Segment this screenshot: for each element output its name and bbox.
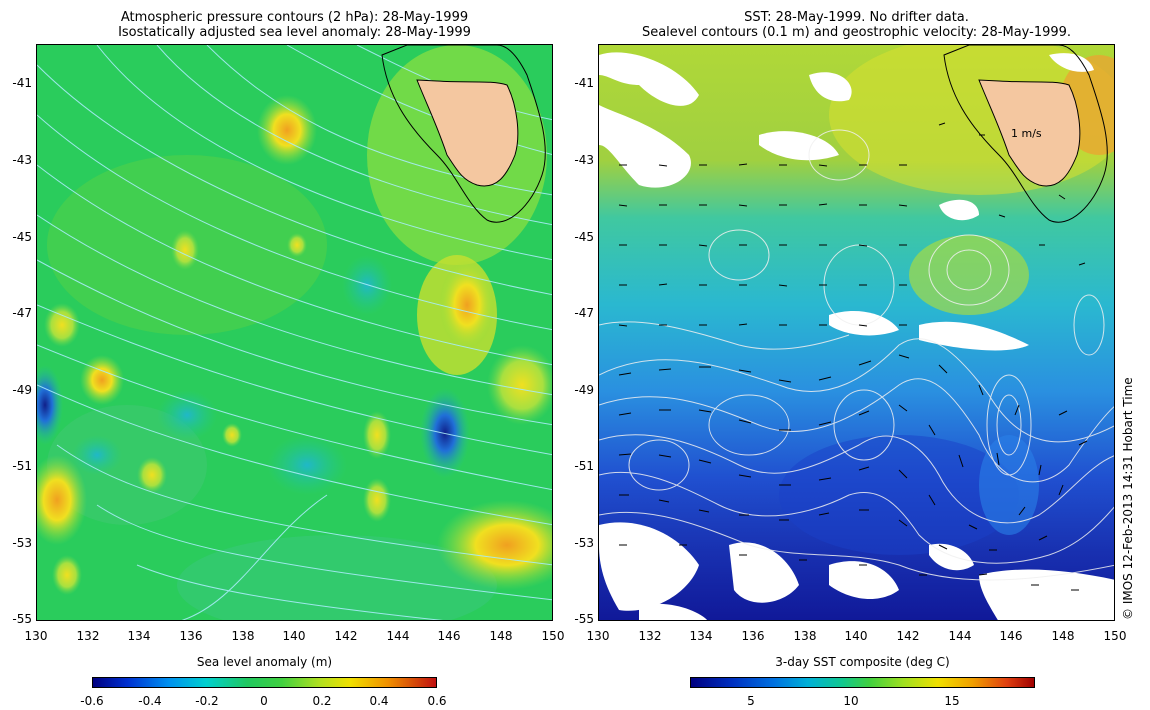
left-x-tick: 144	[386, 629, 410, 643]
right-x-tick: 130	[586, 629, 610, 643]
right-y-tick: -55	[574, 612, 594, 626]
left-y-tick: -41	[12, 76, 32, 90]
right-x-tick: 138	[793, 629, 817, 643]
left-colorbar-tick: 0.6	[427, 694, 447, 708]
left-y-tick: -47	[12, 306, 32, 320]
left-y-tick: -43	[12, 153, 32, 167]
left-y-tick: -55	[12, 612, 32, 626]
right-x-tick: 150	[1103, 629, 1127, 643]
right-y-tick: -41	[574, 76, 594, 90]
tasmania-landmass	[943, 45, 1108, 223]
right-y-tick: -49	[574, 383, 594, 397]
left-title-line2: Isostatically adjusted sea level anomaly…	[118, 25, 471, 40]
right-y-tick: -45	[574, 230, 594, 244]
right-y-tick: -53	[574, 536, 594, 550]
left-colorbar-tick: 0.4	[369, 694, 389, 708]
right-x-tick: 132	[638, 629, 662, 643]
sst-field	[599, 45, 1114, 620]
left-colorbar-tick: -0.6	[80, 694, 104, 708]
left-x-tick: 138	[231, 629, 255, 643]
sst-colorbar	[690, 677, 1035, 688]
left-x-tick: 148	[489, 629, 513, 643]
left-x-tick: 150	[541, 629, 565, 643]
right-colorbar-tick: 5	[747, 694, 755, 708]
right-colorbar-tick: 15	[944, 694, 960, 708]
velocity-arrows	[618, 122, 1088, 591]
right-y-tick: -47	[574, 306, 594, 320]
sst-composite-map: 1 m/s	[598, 44, 1115, 621]
left-y-tick: -53	[12, 536, 32, 550]
right-title-line2: Sealevel contours (0.1 m) and geostrophi…	[641, 25, 1072, 40]
right-y-tick: -43	[574, 153, 594, 167]
left-title-line1: Atmospheric pressure contours (2 hPa): 2…	[120, 10, 469, 25]
left-x-tick: 134	[127, 629, 151, 643]
left-x-tick: 140	[282, 629, 306, 643]
left-colorbar-label: Sea level anomaly (m)	[196, 655, 333, 669]
left-x-tick: 130	[24, 629, 48, 643]
right-title-line1: SST: 28-May-1999. No drifter data.	[744, 10, 969, 25]
right-colorbar-label: 3-day SST composite (deg C)	[775, 655, 950, 669]
left-y-tick: -45	[12, 230, 32, 244]
left-x-tick: 142	[334, 629, 358, 643]
left-y-tick: -51	[12, 459, 32, 473]
left-y-tick: -49	[12, 383, 32, 397]
imos-credit-text: © IMOS 12-Feb-2013 14:31 Hobart Time	[1121, 377, 1135, 620]
left-x-tick: 136	[179, 629, 203, 643]
right-x-tick: 136	[741, 629, 765, 643]
sea-level-colorbar	[92, 677, 437, 688]
left-colorbar-tick: 0.2	[312, 694, 332, 708]
left-colorbar-tick: 0	[260, 694, 268, 708]
right-colorbar-tick: 10	[843, 694, 859, 708]
tasmania-landmass	[381, 45, 546, 223]
right-x-tick: 140	[844, 629, 868, 643]
left-x-tick: 132	[76, 629, 100, 643]
right-x-tick: 148	[1051, 629, 1075, 643]
velocity-scale-label: 1 m/s	[1011, 127, 1042, 140]
right-x-tick: 142	[896, 629, 920, 643]
right-y-tick: -51	[574, 459, 594, 473]
right-x-tick: 144	[948, 629, 972, 643]
sea-level-anomaly-map	[36, 44, 553, 621]
right-x-tick: 134	[689, 629, 713, 643]
sea-level-anomaly-field	[37, 45, 552, 620]
left-colorbar-tick: -0.2	[195, 694, 219, 708]
right-x-tick: 146	[999, 629, 1023, 643]
left-colorbar-tick: -0.4	[138, 694, 162, 708]
left-x-tick: 146	[437, 629, 461, 643]
